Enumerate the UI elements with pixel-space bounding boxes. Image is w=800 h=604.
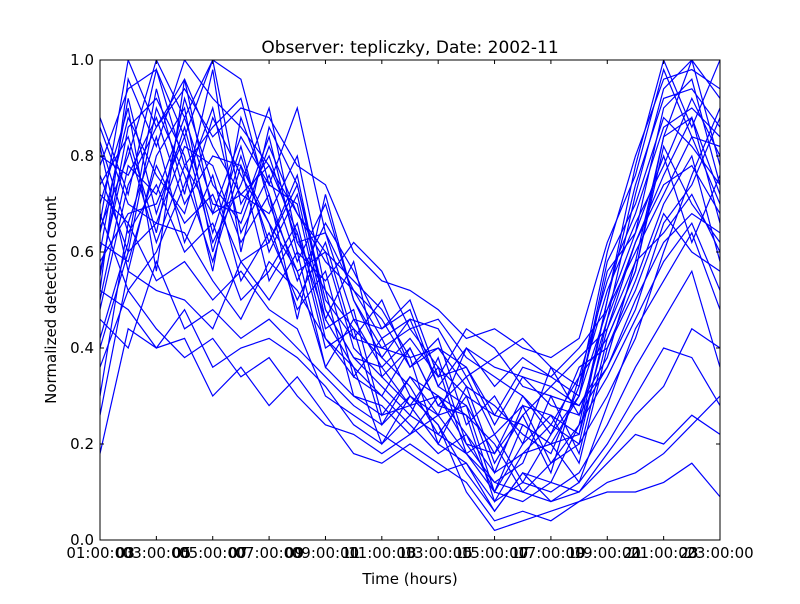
x-tick-label: 13:00:00 [404,544,471,562]
x-tick-label-overlap: 23 [679,544,698,562]
series-line-7 [100,105,720,427]
y-axis-label: Normalized detection count [42,196,60,404]
series-line-27 [100,259,720,532]
series-line-2 [100,60,720,475]
x-tick-label-overlap: 21 [623,544,642,562]
x-tick-label-overlap: 09 [285,544,304,562]
series-line-30 [100,60,720,359]
x-tick-label: 23:00:00 [686,544,753,562]
x-tick-label: 21:00:00 [630,544,697,562]
series-line-19 [100,115,720,407]
series-line-25 [100,289,720,522]
x-tick-label: 07:00:00 [235,544,302,562]
x-tick-label-overlap: 15 [454,544,473,562]
y-tick-label: 0.6 [70,243,94,261]
series-line-22 [100,250,720,503]
x-tick-label: 01:00:00 [66,544,133,562]
x-tick-label: 11:00:00 [348,544,415,562]
series-line-23 [100,222,720,484]
x-tick-label: 15:00:00 [461,544,528,562]
x-tick-label-overlap: 05 [172,544,191,562]
series-line-17 [100,105,720,427]
series-line-24 [100,308,720,503]
x-tick-label: 17:00:00 [517,544,584,562]
series-line-28 [100,221,720,513]
x-tick-label-overlap: 13 [398,544,417,562]
series-group [100,60,720,532]
y-tick-label: 0.0 [70,531,94,549]
y-tick-label: 0.4 [70,339,94,357]
chart-title: Observer: tepliczky, Date: 2002-11 [261,38,558,58]
y-tick-label: 0.2 [70,435,94,453]
series-line-20 [100,144,720,417]
x-tick-label: 03:00:00 [123,544,190,562]
y-tick-label: 1.0 [70,51,94,69]
x-tick-label-overlap: 03 [116,544,135,562]
axis-ticks: 01:00:0003:00:0005:00:0007:00:0009:00:00… [66,51,753,562]
plot-frame [99,59,721,541]
x-tick-label: 09:00:00 [292,544,359,562]
series-line-26 [100,289,720,503]
y-tick-label: 0.8 [70,147,94,165]
x-tick-label-overlap: 17 [510,544,529,562]
x-tick-label: 19:00:00 [574,544,641,562]
x-tick-label-overlap: 07 [229,544,248,562]
x-axis-label: Time (hours) [361,570,457,588]
x-tick-label: 05:00:00 [179,544,246,562]
x-tick-label-overlap: 19 [567,544,586,562]
x-tick-label-overlap: 11 [341,544,360,562]
series-line-16 [100,107,720,426]
